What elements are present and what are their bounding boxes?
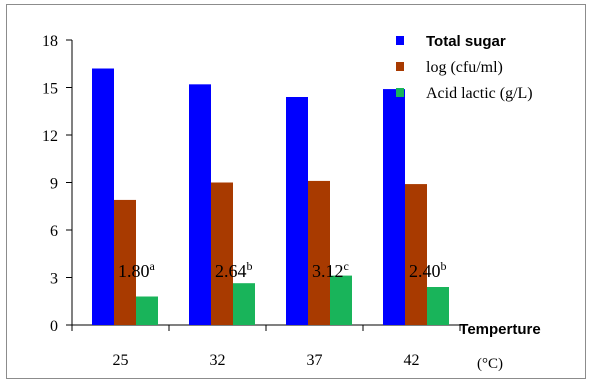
bar — [189, 84, 211, 325]
bar-annotation: 2.64b — [215, 259, 253, 281]
y-tick-label: 15 — [42, 81, 58, 98]
legend-label: Acid lactic (g/L) — [426, 85, 533, 102]
bar — [308, 180, 330, 325]
bar — [114, 199, 136, 325]
bar-annotation: 2.40b — [409, 259, 447, 281]
x-tick-label: 37 — [307, 352, 323, 369]
legend-swatch — [396, 36, 404, 45]
x-axis: 25 32 37 42 — [71, 324, 461, 369]
x-tick-label: 32 — [210, 352, 226, 369]
legend: Total sugar log (cfu/ml) Acid lactic (g/L) — [396, 33, 533, 102]
bar — [92, 68, 114, 325]
legend-swatch — [396, 88, 404, 97]
x-tick-label: 42 — [404, 352, 420, 369]
legend-swatch — [396, 62, 404, 71]
bar — [383, 89, 405, 325]
x-axis-unit: (°C) — [477, 356, 503, 372]
bar-annotation: 1.80a — [118, 259, 156, 281]
x-axis-label: Temperture — [459, 321, 540, 338]
y-tick-label: 3 — [50, 271, 58, 288]
y-axis: 0 3 6 9 12 15 18 — [42, 33, 73, 335]
y-tick-label: 6 — [50, 223, 58, 240]
bar-annotation: 3.12c — [312, 259, 349, 281]
y-tick-label: 18 — [42, 33, 58, 50]
x-tick-label: 25 — [113, 352, 129, 369]
bar — [427, 287, 449, 325]
annotations: 1.80a 2.64b 3.12c 2.40b — [118, 259, 447, 281]
bar — [136, 296, 158, 325]
bar — [286, 97, 308, 325]
bar — [211, 182, 233, 325]
y-tick-label: 9 — [50, 176, 58, 193]
bar — [233, 283, 255, 325]
legend-label: log (cfu/ml) — [426, 59, 503, 76]
y-tick-label: 12 — [42, 128, 58, 145]
bars — [92, 68, 449, 325]
y-tick-label: 0 — [50, 318, 58, 335]
bar — [330, 275, 352, 325]
legend-label: Total sugar — [426, 33, 506, 50]
bar — [405, 184, 427, 325]
